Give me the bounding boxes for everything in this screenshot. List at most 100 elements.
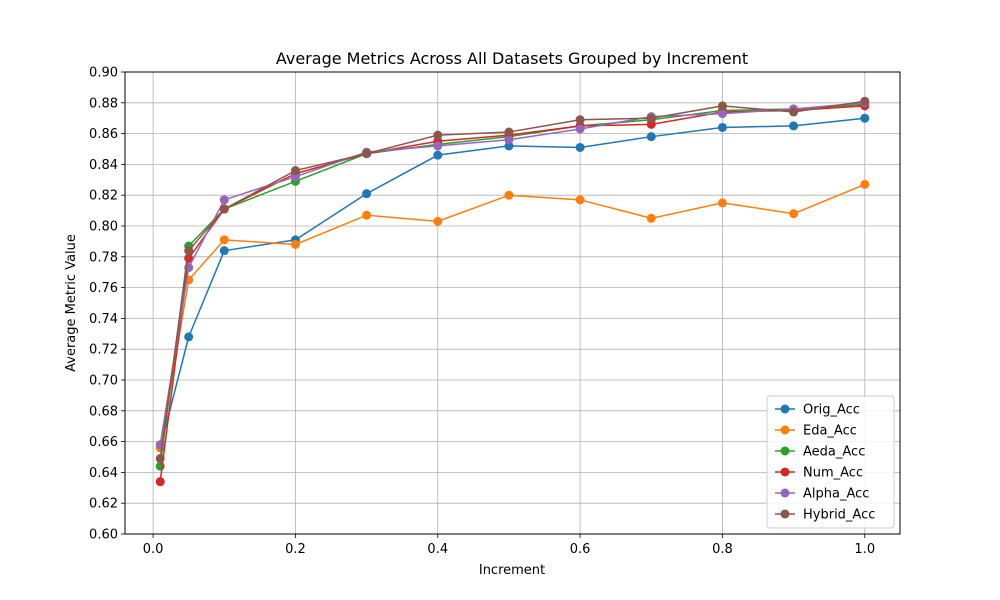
legend-item: Orig_Acc	[775, 403, 860, 418]
data-point	[717, 109, 727, 119]
y-tick-label: 0.68	[89, 404, 118, 419]
series-line	[159, 105, 865, 482]
legend-item: Aeda_Acc	[775, 445, 865, 460]
y-tick-label: 0.60	[89, 528, 118, 543]
data-point	[433, 216, 443, 226]
legend: Orig_Acc Eda_Acc Aeda_Acc Num_Acc Alpha_Acc H…	[766, 395, 895, 529]
data-point	[184, 253, 194, 263]
series-line	[159, 100, 865, 459]
legend-label: Orig_Acc	[803, 403, 860, 418]
y-tick-label: 0.72	[89, 343, 118, 358]
x-axis-label: Increment	[479, 563, 545, 578]
data-point	[646, 113, 656, 123]
y-tick-label: 0.66	[89, 435, 118, 450]
legend-label: Num_Acc	[803, 466, 863, 481]
data-point	[860, 113, 870, 123]
x-axis: 0.0 0.2 0.4 0.6 0.8 1.0	[143, 534, 875, 557]
y-tick-label: 0.64	[89, 466, 118, 481]
data-point	[433, 150, 443, 160]
y-tick-label: 0.82	[89, 189, 118, 204]
y-axis-label: Average Metric Value	[64, 234, 79, 372]
data-point	[575, 195, 585, 205]
data-point	[219, 204, 229, 214]
series-group	[155, 96, 870, 487]
data-point	[362, 189, 372, 199]
data-point	[184, 246, 194, 256]
data-point	[504, 135, 514, 145]
series-line	[159, 183, 866, 448]
legend-label: Hybrid_Acc	[803, 508, 875, 523]
x-tick-label: 0.6	[570, 542, 591, 557]
legend-swatch-marker	[780, 446, 790, 456]
x-tick-label: 1.0	[854, 542, 875, 557]
data-point	[646, 213, 656, 223]
data-point	[717, 198, 727, 208]
series-line	[159, 102, 865, 445]
data-point	[789, 121, 799, 131]
data-point	[290, 172, 300, 182]
legend-swatch-marker	[780, 488, 790, 498]
series-eda-acc	[155, 179, 870, 453]
x-tick-label: 0.2	[285, 542, 306, 557]
data-point	[290, 239, 300, 249]
data-point	[646, 132, 656, 142]
y-tick-label: 0.62	[89, 497, 118, 512]
y-tick-label: 0.70	[89, 374, 118, 389]
legend-label: Aeda_Acc	[803, 445, 865, 460]
chart-title: Average Metrics Across All Datasets Grou…	[276, 49, 748, 68]
y-axis: 0.60 0.62 0.64 0.66 0.68 0.70 0.72 0.74 0.76 0.78…	[89, 66, 125, 543]
legend-item: Eda_Acc	[775, 424, 857, 439]
legend-label: Eda_Acc	[803, 424, 857, 439]
data-point	[155, 461, 165, 471]
y-tick-label: 0.78	[89, 250, 118, 265]
x-tick-label: 0.4	[427, 542, 448, 557]
data-point	[219, 235, 229, 245]
legend-swatch-marker	[780, 404, 790, 414]
legend-swatch-marker	[780, 467, 790, 477]
data-point	[717, 101, 727, 111]
data-point	[362, 210, 372, 220]
legend-item: Alpha_Acc	[775, 487, 869, 502]
legend-box	[766, 395, 895, 529]
y-tick-label: 0.86	[89, 127, 118, 142]
y-tick-label: 0.74	[89, 312, 118, 327]
y-tick-label: 0.80	[89, 220, 118, 235]
data-point	[362, 149, 372, 159]
plot-frame	[124, 71, 901, 535]
data-point	[504, 141, 514, 151]
legend-label: Alpha_Acc	[803, 487, 869, 502]
legend-swatch-marker	[780, 509, 790, 519]
data-point	[433, 130, 443, 140]
data-point	[860, 96, 870, 106]
y-tick-label: 0.84	[89, 158, 118, 173]
series-line	[159, 117, 865, 448]
data-point	[646, 119, 656, 129]
data-point	[575, 142, 585, 152]
data-point	[575, 124, 585, 134]
data-point	[155, 440, 165, 450]
data-point	[155, 454, 165, 464]
legend-swatch-marker	[780, 425, 790, 435]
data-point	[789, 209, 799, 219]
data-point	[504, 190, 514, 200]
y-tick-label: 0.90	[89, 66, 118, 81]
series-orig-acc	[155, 113, 870, 453]
x-tick-label: 0.0	[143, 542, 164, 557]
y-tick-label: 0.76	[89, 281, 118, 296]
data-point	[717, 122, 727, 132]
legend-item: Hybrid_Acc	[775, 508, 875, 523]
data-point	[155, 477, 165, 487]
data-point	[504, 127, 514, 137]
data-point	[860, 179, 870, 189]
data-point	[290, 166, 300, 176]
legend-item: Num_Acc	[775, 466, 863, 481]
x-tick-label: 0.8	[712, 542, 733, 557]
series-hybrid-acc	[155, 96, 870, 464]
y-tick-label: 0.88	[89, 96, 118, 111]
data-point	[219, 246, 229, 256]
data-point	[789, 107, 799, 117]
data-point	[433, 141, 443, 151]
data-point	[575, 115, 585, 125]
data-point	[184, 332, 194, 342]
